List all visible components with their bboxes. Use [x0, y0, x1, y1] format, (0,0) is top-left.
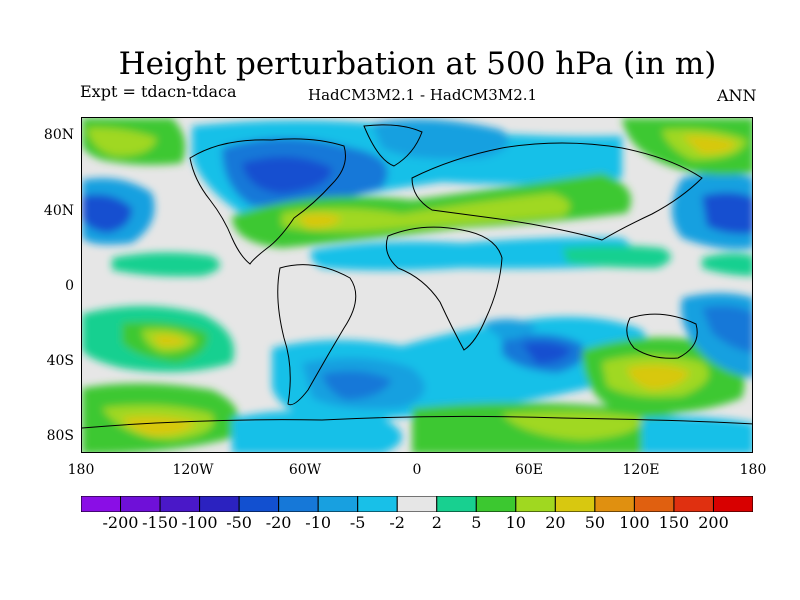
- colorbar-label: 10: [505, 513, 526, 532]
- colorbar-label: -20: [265, 513, 292, 532]
- colorbar: [81, 496, 753, 512]
- colorbar-box: [554, 496, 596, 512]
- colorbar-label: -150: [142, 513, 179, 532]
- colorbar-label: 150: [658, 513, 690, 532]
- colorbar-label: 2: [431, 513, 442, 532]
- colorbar-label: -200: [102, 513, 139, 532]
- colorbar-label: -100: [181, 513, 218, 532]
- colorbar-box: [120, 496, 161, 512]
- colorbar-label: -50: [226, 513, 252, 532]
- colorbar-box: [712, 496, 753, 512]
- lat-label: 80S: [46, 428, 74, 444]
- period-label: ANN: [717, 86, 757, 105]
- colorbar-box: [673, 496, 714, 512]
- colorbar-box: [396, 496, 438, 512]
- map-panel: [81, 117, 753, 453]
- lon-label: 60E: [514, 462, 544, 478]
- lon-label: 120W: [172, 462, 214, 478]
- lon-label: 180: [67, 462, 95, 478]
- lat-label: 80N: [43, 127, 74, 143]
- colorbar-box: [475, 496, 517, 512]
- colorbar-label: 50: [584, 513, 606, 532]
- colorbar-box: [436, 496, 477, 512]
- colorbar-box: [238, 496, 280, 512]
- lat-label: 40S: [46, 353, 74, 369]
- lon-label: 120E: [622, 462, 660, 478]
- models-label: HadCM3M2.1 - HadCM3M2.1: [308, 86, 538, 104]
- lon-label: 60W: [288, 462, 322, 478]
- colorbar-label: -2: [389, 513, 405, 532]
- colorbar-box: [357, 496, 398, 512]
- colorbar-box: [317, 496, 359, 512]
- colorbar-label: 100: [619, 513, 650, 532]
- colorbar-box: [594, 496, 635, 512]
- colorbar-box: [515, 496, 556, 512]
- colorbar-label: 20: [545, 513, 566, 532]
- colorbar-label: -5: [349, 513, 366, 532]
- colorbar-box: [81, 496, 122, 512]
- colorbar-label: 200: [698, 513, 729, 532]
- map-title: Height perturbation at 500 hPa (in m): [118, 46, 717, 82]
- map-field: [82, 118, 752, 452]
- colorbar-box: [278, 496, 319, 512]
- experiment-label: Expt = tdacn-tdaca: [80, 82, 237, 101]
- colorbar-box: [633, 496, 675, 512]
- lat-label: 0: [65, 278, 74, 294]
- colorbar-label: 5: [471, 513, 482, 532]
- colorbar-box: [159, 496, 201, 512]
- lat-label: 40N: [43, 203, 74, 219]
- colorbar-box: [199, 496, 240, 512]
- lon-label: 0: [412, 462, 422, 478]
- lon-label: 180: [739, 462, 767, 478]
- colorbar-label: -10: [305, 513, 332, 532]
